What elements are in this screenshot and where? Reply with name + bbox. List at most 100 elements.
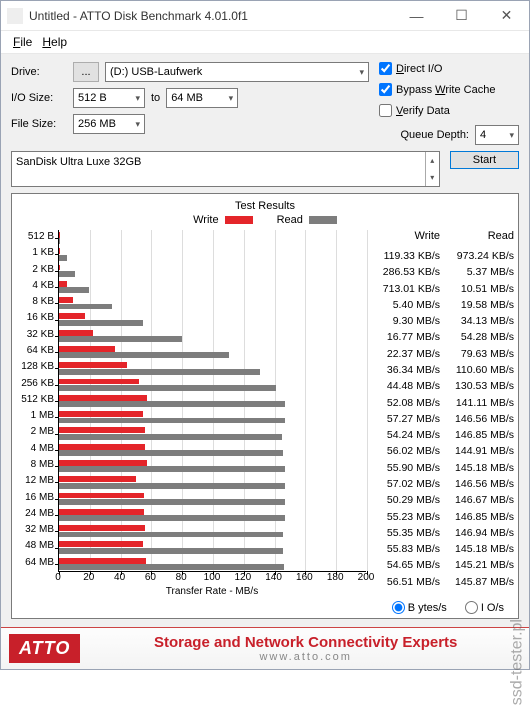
start-button[interactable]: Start [450,151,519,169]
y-tick-label: 256 KB [16,378,54,389]
read-bar [59,238,60,244]
write-bar [59,444,145,450]
read-value: 10.51 MB/s [444,281,518,297]
write-bar [59,313,85,319]
read-value: 973.24 KB/s [444,248,518,264]
chart-row [59,246,366,262]
x-tick-label: 160 [296,572,313,583]
write-bar [59,509,144,515]
verify-data-checkbox[interactable]: Verify Data [379,104,519,117]
x-tick-label: 140 [265,572,282,583]
queue-depth-select[interactable]: 4▾ [475,125,519,145]
legend-read-swatch [309,216,337,224]
menu-help[interactable]: Help [38,33,71,51]
read-bar [59,287,89,293]
write-value: 9.30 MB/s [370,313,444,329]
read-bar [59,336,182,342]
write-bar [59,265,60,271]
x-tick-label: 100 [204,572,221,583]
write-bar [59,281,67,287]
write-value: 55.23 MB/s [370,509,444,525]
results-table: Write 119.33 KB/s286.53 KB/s713.01 KB/s5… [370,230,518,597]
y-tick-label: 2 MB [16,426,54,437]
read-value: 19.58 MB/s [444,297,518,313]
write-bar [59,427,145,433]
write-value: 5.40 MB/s [370,297,444,313]
units-radio-group: Bytes/s IO/s [16,597,514,614]
write-bar [59,541,143,547]
x-axis-title: Transfer Rate - MB/s [58,586,366,597]
file-size-select[interactable]: 256 MB▾ [73,114,145,134]
chart-row [59,442,366,458]
x-tick-label: 200 [358,572,375,583]
drive-value: (D:) USB-Laufwerk [110,66,202,78]
write-value: 22.37 MB/s [370,346,444,362]
read-value: 145.18 MB/s [444,460,518,476]
read-value: 130.53 MB/s [444,378,518,394]
minimize-button[interactable]: — [394,1,439,31]
direct-io-checkbox[interactable]: Direct I/O [379,62,519,75]
read-value: 5.37 MB/s [444,264,518,280]
y-tick-label: 512 B [16,231,54,242]
read-bar [59,434,282,440]
io-to-select[interactable]: 64 MB▾ [166,88,238,108]
titlebar: Untitled - ATTO Disk Benchmark 4.01.0f1 … [1,1,529,31]
read-bar [59,483,285,489]
io-from-select[interactable]: 512 B▾ [73,88,145,108]
description-box[interactable]: SanDisk Ultra Luxe 32GB ▴▾ [11,151,440,187]
read-value: 146.56 MB/s [444,411,518,427]
chevron-down-icon: ▾ [135,93,140,104]
write-value: 50.29 MB/s [370,492,444,508]
read-bar [59,271,75,277]
watermark: ssd-tester.pl [508,619,526,705]
y-tick-label: 4 KB [16,280,54,291]
description-spinner[interactable]: ▴▾ [425,152,439,186]
write-value: 55.83 MB/s [370,541,444,557]
write-bar [59,525,145,531]
write-column-header: Write [370,230,444,248]
menubar: File Help [1,31,529,54]
chart-row [59,507,366,523]
write-value: 119.33 KB/s [370,248,444,264]
bytes-radio[interactable]: Bytes/s [392,601,447,614]
legend-write-swatch [225,216,253,224]
chart-row [59,377,366,393]
close-button[interactable]: ✕ [484,1,529,31]
bar-chart [58,230,366,572]
chart-row [59,539,366,555]
read-value: 146.85 MB/s [444,509,518,525]
x-tick-label: 180 [327,572,344,583]
drive-label: Drive: [11,66,67,78]
chart-row [59,425,366,441]
results-panel: Test Results Write Read 512 B1 KB2 KB4 K… [11,193,519,619]
read-bar [59,515,285,521]
content-area: Drive: ... (D:) USB-Laufwerk ▾ I/O Size:… [1,54,529,627]
y-tick-label: 2 KB [16,264,54,275]
chart-area: 512 B1 KB2 KB4 KB8 KB16 KB32 KB64 KB128 … [16,230,366,597]
write-value: 55.90 MB/s [370,460,444,476]
write-value: 56.02 MB/s [370,443,444,459]
write-bar [59,297,73,303]
read-value: 146.85 MB/s [444,427,518,443]
read-bar [59,548,283,554]
chart-row [59,393,366,409]
read-value: 146.94 MB/s [444,525,518,541]
x-tick-label: 20 [83,572,94,583]
footer-url: www.atto.com [90,651,521,663]
write-bar [59,379,139,385]
read-bar [59,532,283,538]
maximize-button[interactable]: ☐ [439,1,484,31]
read-value: 145.21 MB/s [444,557,518,573]
y-tick-label: 32 KB [16,329,54,340]
bypass-cache-checkbox[interactable]: Bypass Write Cache [379,83,519,96]
read-bar [59,564,284,570]
x-tick-label: 60 [145,572,156,583]
read-bar [59,466,285,472]
drive-select[interactable]: (D:) USB-Laufwerk ▾ [105,62,369,82]
menu-file[interactable]: File [9,33,36,51]
chart-row [59,556,366,572]
chart-row [59,491,366,507]
ios-radio[interactable]: IO/s [465,601,504,614]
drive-browse-button[interactable]: ... [73,62,99,82]
file-size-label: File Size: [11,118,67,130]
